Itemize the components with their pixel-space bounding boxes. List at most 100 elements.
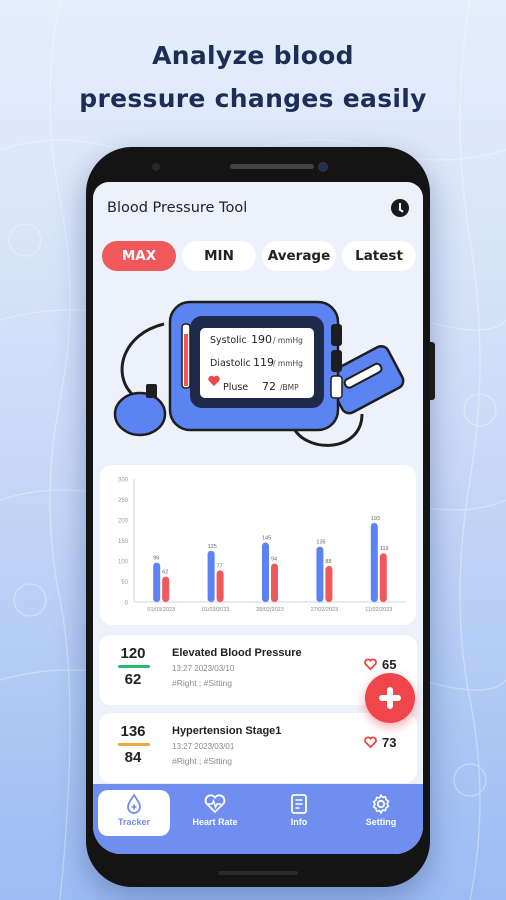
monitor-button (331, 324, 342, 346)
cable (290, 413, 364, 447)
nav-setting[interactable]: Setting (345, 790, 417, 836)
diastolic-data-label: 62 (162, 570, 168, 576)
tab-min[interactable]: MIN (182, 241, 256, 271)
diastolic-data-label: 94 (271, 556, 277, 562)
diastolic-bar (271, 563, 278, 602)
systolic-data-label: 145 (262, 536, 271, 542)
bp-bar-chart: 0 50 100 150 200 250 300 96 62 01/03/2023 125 77 01/… (118, 478, 406, 613)
record-tags: #Right ; #Sitting (172, 756, 233, 766)
diastolic-data-label: 88 (325, 559, 331, 565)
systolic-bar (207, 550, 215, 602)
heart-icon (364, 658, 377, 671)
metric-tabs: MAX MIN Average Latest (102, 241, 416, 271)
systolic-label: Systolic (210, 335, 247, 346)
x-tick-label: 28/02/2023 (256, 607, 284, 613)
systolic-bar (316, 546, 324, 602)
pulse-value: 72 (262, 380, 276, 393)
diastolic-label: Diastolic (210, 358, 251, 369)
diastolic-unit: / mmHg (273, 359, 303, 368)
pump-bulb (113, 391, 167, 437)
phone-side-button (430, 342, 435, 400)
nav-tracker[interactable]: Tracker (98, 790, 170, 836)
x-tick-label: 11/02/2023 (365, 607, 392, 613)
x-tick-label: 01/03/2023 (147, 607, 175, 613)
add-record-button[interactable] (365, 673, 415, 723)
pulse-unit: /BMP (280, 383, 299, 392)
phone-camera (318, 162, 328, 172)
pressure-gauge-fill (184, 334, 188, 386)
diastolic-bar (216, 570, 224, 602)
record-level-line (118, 743, 150, 746)
systolic-data-label: 193 (371, 516, 380, 522)
record-pulse: 65 (382, 657, 397, 672)
record-level-line (118, 665, 150, 668)
nav-heart-rate[interactable]: Heart Rate (179, 790, 251, 836)
cable (120, 322, 165, 396)
record-status: Hypertension Stage1 (172, 725, 282, 737)
phone-sensor (152, 163, 160, 171)
record-systolic: 136 (120, 723, 146, 740)
heart-icon (364, 736, 377, 749)
systolic-bar (153, 562, 161, 602)
app-title: Blood Pressure Tool (107, 200, 248, 216)
systolic-data-label: 125 (208, 544, 217, 550)
bulb-valve (146, 384, 157, 398)
heart-rate-icon (204, 794, 226, 814)
systolic-value: 190 (251, 333, 272, 346)
bp-chart-card: 0 50 100 150 200 250 300 96 62 01/03/2023 125 77 01/… (100, 465, 416, 625)
headline-line2: pressure changes easily (79, 84, 427, 113)
monitor-button (330, 375, 343, 399)
record-diastolic: 62 (124, 671, 142, 688)
record-card[interactable]: 120 62 Elevated Blood Pressure 13:27 202… (99, 635, 417, 705)
systolic-bar (262, 542, 269, 602)
y-tick-label: 300 (118, 478, 129, 484)
diastolic-value: 119 (253, 356, 274, 369)
y-tick-label: 50 (121, 580, 128, 586)
y-tick-label: 150 (118, 539, 129, 545)
record-systolic: 120 (120, 645, 146, 662)
monitor-button (331, 350, 342, 372)
y-tick-label: 250 (118, 498, 129, 504)
tab-max[interactable]: MAX (102, 241, 176, 271)
tab-average[interactable]: Average (262, 241, 336, 271)
record-tags: #Right ; #Sitting (172, 678, 233, 688)
y-tick-label: 100 (118, 560, 129, 566)
app-screen: Blood Pressure Tool MAX MIN Average Late… (93, 182, 423, 854)
record-card[interactable]: 136 84 Hypertension Stage1 13:27 2023/03… (99, 713, 417, 783)
nav-setting-label: Setting (365, 817, 397, 827)
nav-info-label: Info (290, 817, 308, 827)
record-status: Elevated Blood Pressure (172, 647, 302, 659)
systolic-unit: / mmHg (273, 336, 303, 345)
pulse-label: Pluse (223, 382, 248, 393)
x-tick-label: 27/02/2023 (311, 607, 339, 613)
record-time: 13:27 2023/03/01 (172, 742, 235, 751)
bp-monitor-illustration: Systolic 190 / mmHg Diastolic 119 / mmHg… (113, 300, 405, 447)
record-time: 13:27 2023/03/10 (172, 664, 235, 673)
x-tick-label: 01/03/2023 (202, 607, 230, 613)
diastolic-bar (162, 576, 170, 602)
record-diastolic: 84 (124, 749, 142, 766)
y-tick-label: 200 (118, 519, 129, 525)
systolic-data-label: 135 (316, 540, 325, 546)
tracker-drop-icon (127, 793, 141, 814)
phone-frame: Blood Pressure Tool MAX MIN Average Late… (86, 147, 435, 887)
heart-icon (208, 375, 220, 386)
y-tick-label: 0 (125, 601, 129, 607)
diastolic-bar (379, 553, 387, 602)
gear-icon (372, 794, 390, 814)
nav-heart-rate-label: Heart Rate (192, 817, 238, 827)
systolic-bar (370, 522, 378, 602)
monitor-display (200, 328, 314, 398)
tab-latest[interactable]: Latest (342, 241, 416, 271)
info-doc-icon (291, 794, 307, 814)
nav-tracker-label: Tracker (117, 817, 151, 827)
bottom-nav: Tracker Heart Rate Info (93, 784, 423, 854)
history-icon[interactable] (391, 199, 409, 217)
diastolic-data-label: 77 (217, 563, 223, 569)
home-indicator (218, 871, 298, 875)
diastolic-bar (325, 565, 333, 602)
phone-speaker (230, 164, 314, 169)
headline: Analyze blood pressure changes easily (0, 34, 506, 120)
systolic-data-label: 96 (153, 556, 159, 562)
nav-info[interactable]: Info (263, 790, 335, 836)
